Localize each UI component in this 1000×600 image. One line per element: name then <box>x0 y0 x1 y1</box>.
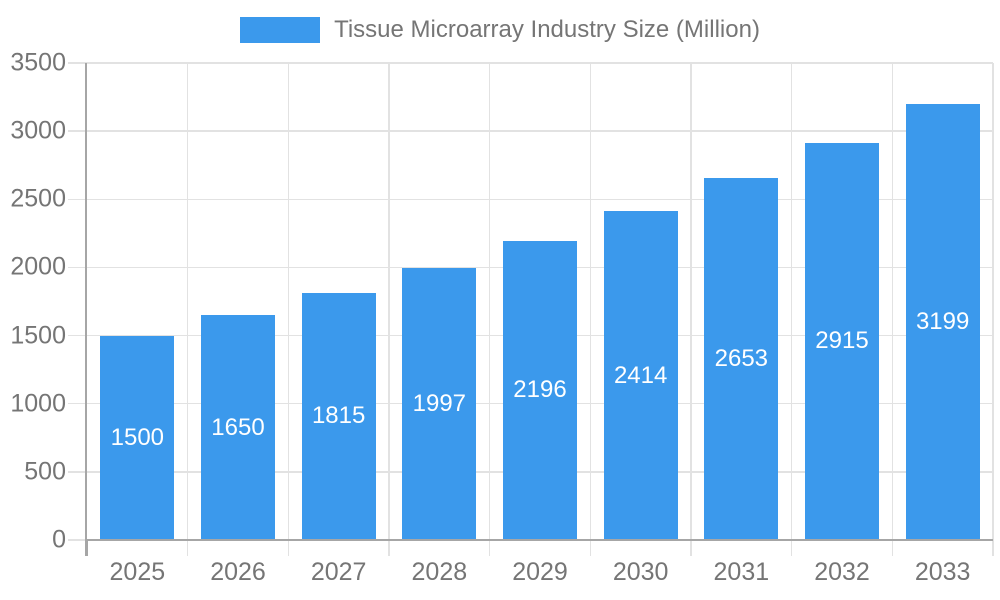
x-axis-labels: 2025 2026 2027 2028 2029 2030 2031 2032 2033 <box>87 556 993 590</box>
bar-2027[interactable]: 1815 <box>301 292 376 540</box>
x-axis-label-2027: 2027 <box>310 558 367 586</box>
x-axis-label-2028: 2028 <box>411 558 468 586</box>
y-axis-label-3000: 3000 <box>10 116 66 145</box>
bar-value-label: 2915 <box>815 327 869 355</box>
y-tick-mark-500 <box>68 471 87 473</box>
gridline-y-3500 <box>87 62 993 64</box>
y-axis-label-500: 500 <box>24 457 66 486</box>
bar-2026[interactable]: 1650 <box>201 315 275 540</box>
x-tick-mark-1 <box>186 540 189 556</box>
gridline-x-2 <box>287 63 290 540</box>
bar-2033[interactable]: 3199 <box>905 104 980 540</box>
gridline-x-8 <box>891 63 894 540</box>
y-axis-label-2000: 2000 <box>10 252 66 281</box>
x-axis-label-2030: 2030 <box>612 558 669 586</box>
x-tick-mark-7 <box>790 540 793 556</box>
legend-label: Tissue Microarray Industry Size (Million… <box>334 16 760 43</box>
x-axis-label-2032: 2032 <box>814 558 870 586</box>
bar-value-label: 1997 <box>412 389 467 417</box>
x-axis-label-2025: 2025 <box>109 558 166 586</box>
bar-2029[interactable]: 2196 <box>503 240 577 540</box>
y-tick-mark-1000 <box>68 402 87 405</box>
bar-2031[interactable]: 2653 <box>704 178 779 540</box>
gridline-x-1 <box>186 63 189 540</box>
gridline-y-2500 <box>87 198 993 201</box>
gridline-x-5 <box>589 63 592 540</box>
y-axis-label-3500: 3500 <box>10 48 66 77</box>
x-tick-mark-2 <box>287 540 290 556</box>
x-axis-label-2033: 2033 <box>914 558 971 586</box>
legend-swatch <box>240 17 321 43</box>
x-axis-label-2026: 2026 <box>210 558 266 586</box>
y-axis-label-2500: 2500 <box>10 184 66 213</box>
gridline-x-7 <box>790 63 793 540</box>
x-tick-mark-9 <box>992 540 994 556</box>
gridline-x-6 <box>690 63 692 540</box>
y-tick-mark-0 <box>68 539 87 541</box>
gridline-y-3000 <box>87 130 993 132</box>
x-axis-line <box>85 539 993 541</box>
bar-2032[interactable]: 2915 <box>805 142 879 540</box>
x-tick-mark-6 <box>690 540 692 556</box>
bar-value-label: 2196 <box>513 376 567 404</box>
bar-2030[interactable]: 2414 <box>603 211 678 540</box>
y-axis-label-1000: 1000 <box>10 389 66 418</box>
y-tick-mark-2500 <box>68 198 87 201</box>
y-tick-mark-2000 <box>68 266 87 269</box>
x-axis-label-2031: 2031 <box>713 558 770 586</box>
y-axis-labels: 0 500 1000 1500 2000 2500 3000 3500 <box>0 50 66 552</box>
bar-2025[interactable]: 1500 <box>100 335 175 540</box>
y-tick-mark-3500 <box>68 62 87 64</box>
x-tick-mark-8 <box>891 540 894 556</box>
x-tick-mark-0 <box>86 540 88 556</box>
y-axis-label-0: 0 <box>52 525 66 554</box>
y-axis-line <box>85 63 87 556</box>
y-tick-mark-1500 <box>68 334 87 337</box>
x-tick-mark-5 <box>589 540 592 556</box>
bar-2028[interactable]: 1997 <box>402 267 477 540</box>
gridline-x-3 <box>388 63 390 540</box>
x-axis-label-2029: 2029 <box>512 558 568 586</box>
x-tick-mark-3 <box>388 540 390 556</box>
legend[interactable]: Tissue Microarray Industry Size (Million… <box>0 14 1000 46</box>
bar-value-label: 2414 <box>613 361 668 389</box>
y-tick-mark-3000 <box>68 130 87 132</box>
x-tick-mark-4 <box>488 540 491 556</box>
bar-value-label: 1815 <box>311 402 366 430</box>
bar-value-label: 2653 <box>714 345 769 373</box>
gridline-x-4 <box>488 63 491 540</box>
plot-area: 1500 1650 1815 1997 2196 2414 2653 2915 3199 <box>68 62 994 556</box>
y-axis-label-1500: 1500 <box>10 321 66 350</box>
gridline-x-9 <box>992 63 994 540</box>
bar-value-label: 1500 <box>110 423 165 451</box>
bar-value-label: 1650 <box>211 413 265 441</box>
bar-value-label: 3199 <box>915 308 970 336</box>
